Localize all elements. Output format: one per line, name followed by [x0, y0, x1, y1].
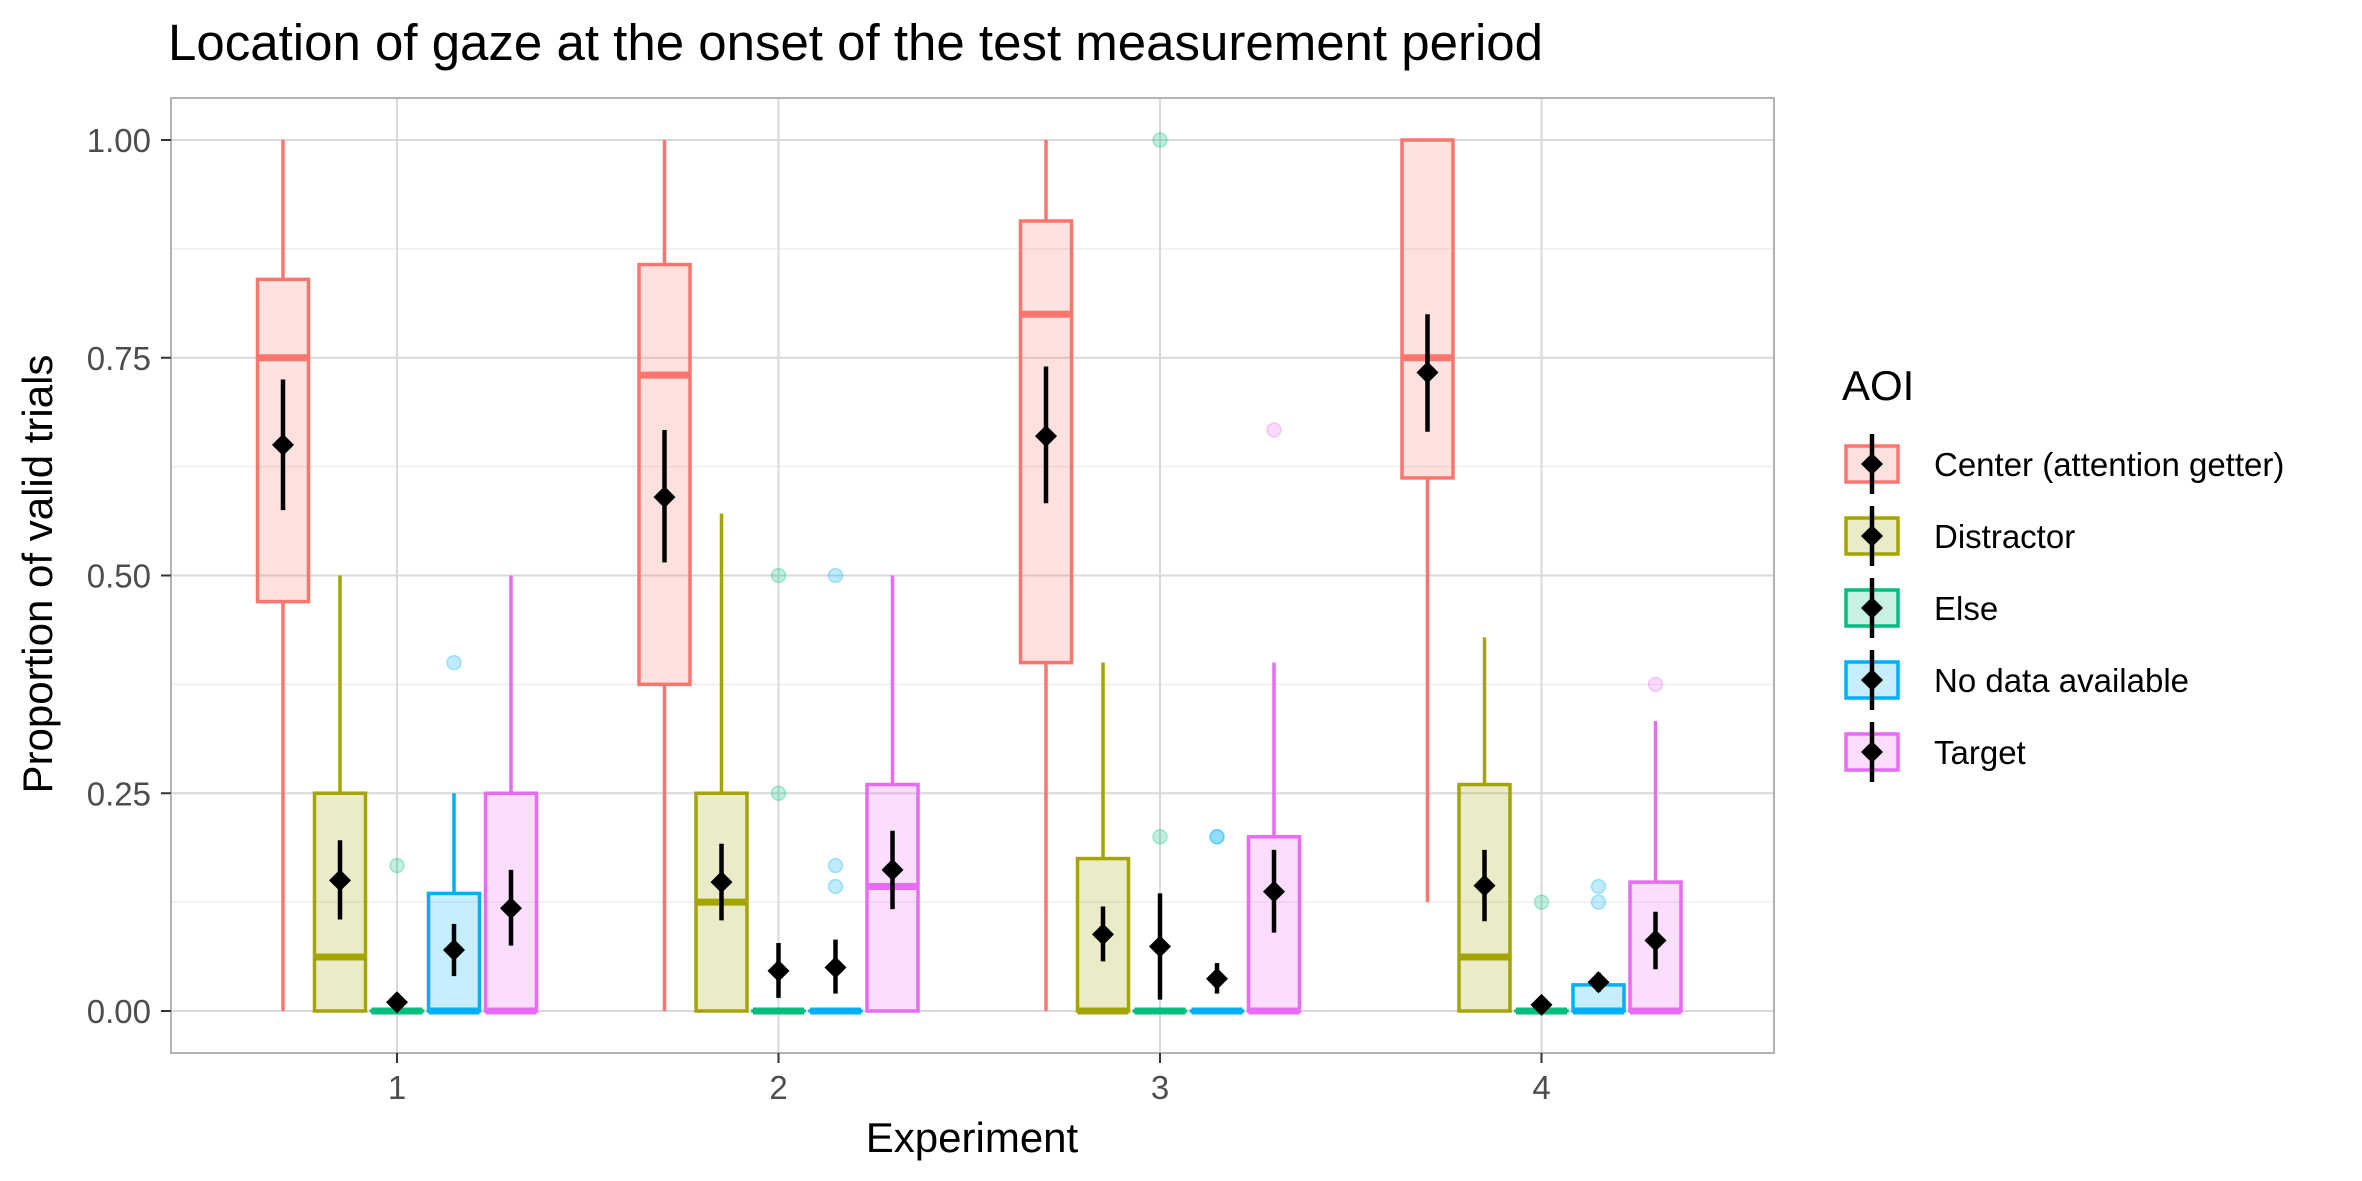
- box-group: [312, 575, 368, 1013]
- grid: [171, 98, 1774, 1053]
- x-tick-label: 4: [1532, 1069, 1550, 1106]
- series-1: [312, 513, 1512, 1015]
- y-tick-label: 0.00: [87, 993, 151, 1030]
- y-tick-label: 0.75: [87, 340, 151, 377]
- y-axis-title: Proportion of valid trials: [14, 355, 61, 794]
- x-axis-ticks: 1 2 3 4: [388, 1053, 1551, 1106]
- mean-point: [881, 858, 904, 881]
- box-group: [751, 567, 806, 1015]
- mean-point: [1644, 929, 1667, 952]
- box-group: [255, 140, 311, 1011]
- box-group: [1075, 662, 1131, 1015]
- y-tick-label: 0.25: [87, 775, 151, 812]
- box-group: [1189, 829, 1245, 1015]
- legend-key-diamond: [1861, 741, 1883, 763]
- outlier-point: [1647, 676, 1664, 693]
- legend-item: Else: [1844, 578, 1998, 638]
- mean-point: [653, 486, 676, 509]
- legend-item: Target: [1844, 722, 2026, 782]
- mean-point: [443, 939, 465, 962]
- y-axis-ticks: 0.00 0.25 0.50 0.75 1.00: [87, 122, 171, 1030]
- box: [312, 791, 368, 1013]
- outlier-point: [1590, 894, 1607, 910]
- mean-point: [767, 959, 790, 982]
- box-group: [637, 140, 692, 1011]
- box-group: [1018, 140, 1074, 1011]
- x-tick-label: 2: [769, 1069, 787, 1106]
- mean-point: [1149, 935, 1171, 958]
- box-group: [808, 567, 863, 1015]
- mean-point: [1416, 361, 1439, 384]
- outlier-point: [1209, 829, 1225, 845]
- box-group: [426, 654, 482, 1015]
- series-2: [369, 132, 1569, 1016]
- outlier-point: [446, 654, 462, 671]
- box-group: [1132, 132, 1188, 1015]
- legend-label: Target: [1934, 734, 2026, 771]
- legend-label: Else: [1934, 590, 1998, 627]
- legend-item: No data available: [1844, 650, 2189, 710]
- y-tick-label: 1.00: [87, 122, 151, 159]
- box-group: [483, 575, 539, 1015]
- series-4: [483, 422, 1683, 1015]
- outlier-point: [827, 857, 844, 874]
- mean-point: [1206, 967, 1228, 990]
- x-tick-label: 3: [1151, 1069, 1169, 1106]
- legend-item: Distractor: [1844, 506, 2075, 566]
- chart-marks: [255, 132, 1683, 1016]
- box-group: [369, 857, 425, 1015]
- outlier-point: [770, 785, 787, 801]
- mean-point: [500, 897, 522, 920]
- box-group: [865, 575, 920, 1013]
- legend-key-diamond: [1861, 669, 1883, 691]
- series-3: [426, 567, 1626, 1015]
- outlier-point: [1266, 422, 1282, 438]
- legend: Center (attention getter) Distractor Else N…: [1844, 434, 2284, 782]
- box-group: [1628, 676, 1683, 1015]
- mean-point: [1263, 880, 1285, 903]
- chart-title: Location of gaze at the onset of the tes…: [168, 14, 1543, 71]
- legend-key-diamond: [1861, 525, 1883, 547]
- mean-point: [1587, 971, 1610, 994]
- legend-label: Center (attention getter): [1934, 446, 2284, 483]
- outlier-point: [770, 567, 787, 584]
- outlier-point: [389, 857, 405, 874]
- outlier-point: [1152, 132, 1168, 148]
- box-group: [1514, 894, 1569, 1016]
- legend-title: AOI: [1842, 362, 1914, 409]
- mean-point: [710, 871, 733, 894]
- y-tick-label: 0.50: [87, 558, 151, 595]
- box-group: [1246, 422, 1302, 1015]
- mean-point: [824, 956, 847, 979]
- box: [637, 262, 692, 687]
- outlier-point: [1590, 878, 1607, 895]
- mean-point: [272, 433, 294, 456]
- series-0: [255, 138, 1455, 1011]
- x-axis-title: Experiment: [866, 1114, 1079, 1161]
- mean-point: [1530, 993, 1553, 1016]
- legend-label: Distractor: [1934, 518, 2075, 555]
- legend-label: No data available: [1934, 662, 2189, 699]
- box-group: [1571, 878, 1626, 1015]
- mean-point: [1092, 923, 1114, 946]
- x-tick-label: 1: [388, 1069, 406, 1106]
- outlier-point: [1152, 829, 1168, 845]
- legend-key-diamond: [1861, 597, 1883, 619]
- mean-point: [329, 869, 351, 892]
- mean-point: [386, 991, 408, 1014]
- legend-key-diamond: [1861, 453, 1883, 475]
- outlier-point: [827, 878, 844, 895]
- box-group: [694, 513, 749, 1013]
- outlier-point: [827, 567, 844, 584]
- box: [1400, 138, 1455, 480]
- outlier-point: [1533, 894, 1550, 910]
- box-group: [1457, 637, 1512, 1013]
- mean-point: [1035, 425, 1057, 448]
- mean-point: [1473, 874, 1496, 897]
- outlier-point: [1209, 829, 1225, 845]
- legend-item: Center (attention getter): [1844, 434, 2284, 494]
- box-group: [1400, 138, 1455, 903]
